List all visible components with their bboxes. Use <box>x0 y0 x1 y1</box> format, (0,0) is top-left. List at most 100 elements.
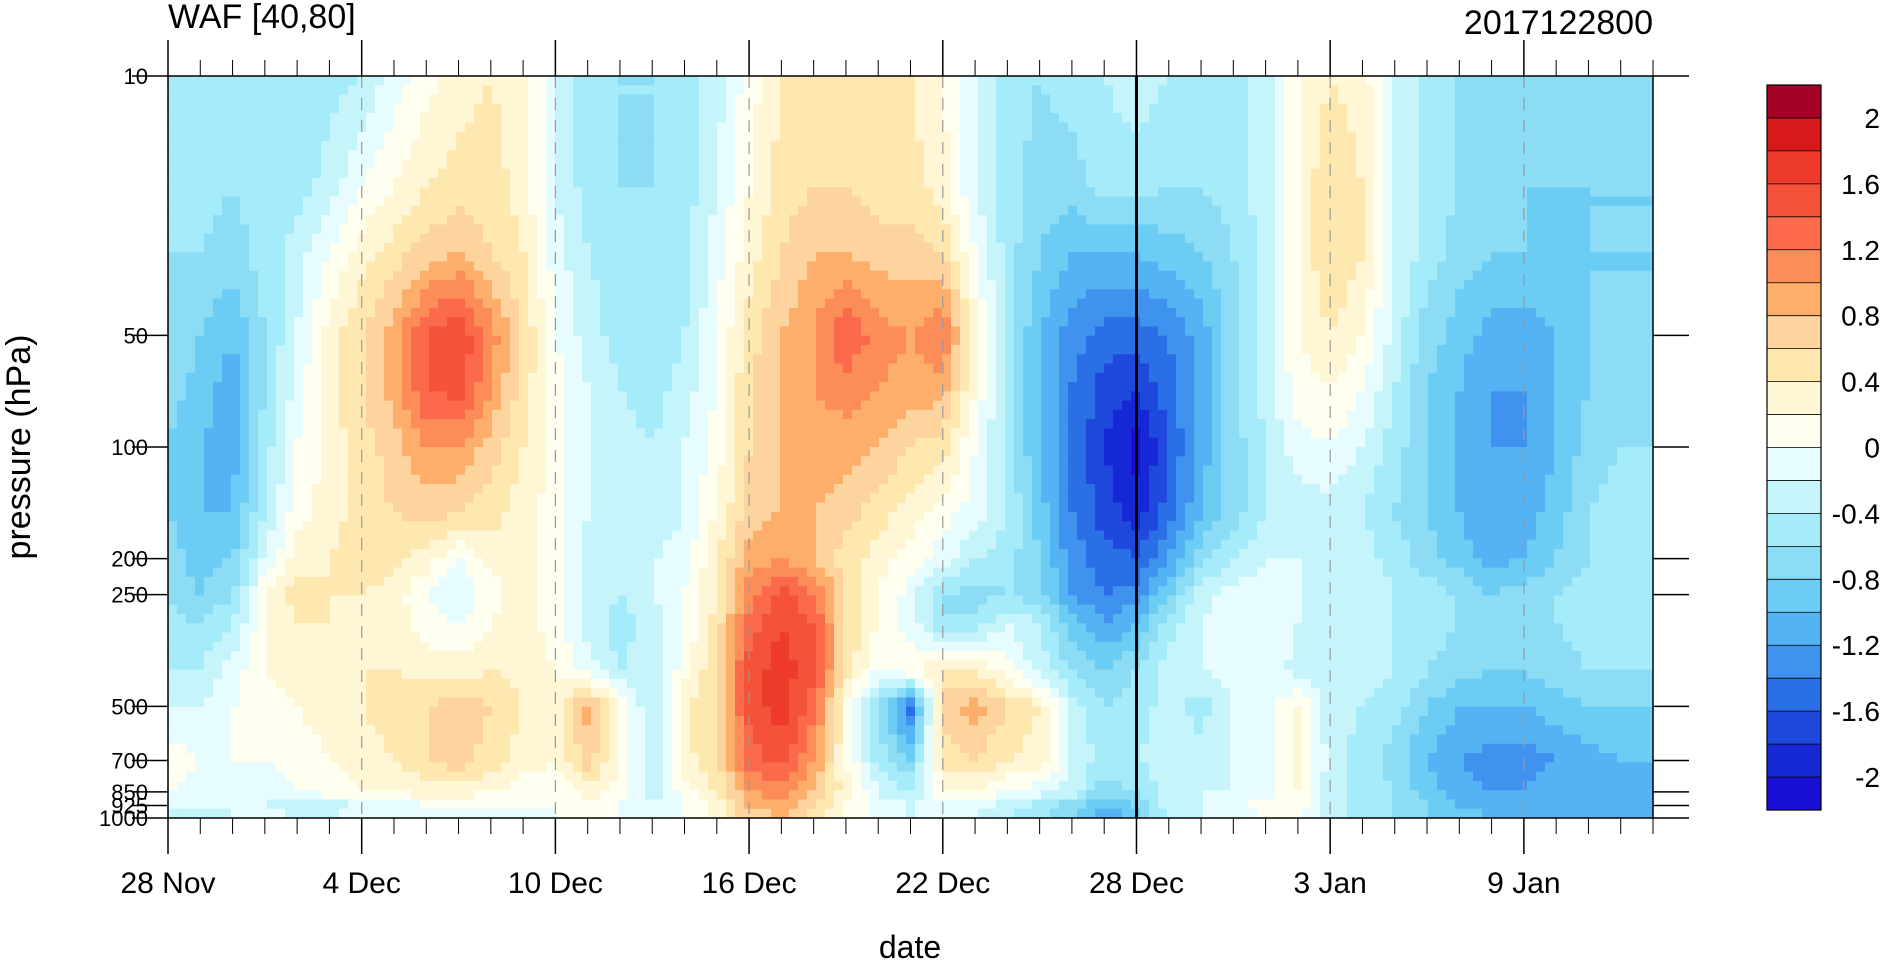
heatmap-cell <box>573 678 583 689</box>
heatmap-cell <box>636 326 646 337</box>
heatmap-cell <box>357 706 367 717</box>
heatmap-cell <box>258 753 268 763</box>
heatmap-cell <box>591 150 601 161</box>
heatmap-cell <box>303 456 313 467</box>
heatmap-cell <box>438 780 448 791</box>
heatmap-cell <box>582 326 592 337</box>
heatmap-cell <box>618 743 628 754</box>
heatmap-cell <box>213 678 223 689</box>
heatmap-cell <box>672 678 682 689</box>
heatmap-cell <box>204 493 214 504</box>
heatmap-cell <box>177 678 187 689</box>
heatmap-cell <box>429 400 439 411</box>
heatmap-cell <box>393 261 403 272</box>
heatmap-cell <box>186 586 196 596</box>
heatmap-cell <box>366 159 376 170</box>
heatmap-cell <box>231 790 241 801</box>
heatmap-cell <box>456 252 466 263</box>
heatmap-cell <box>312 354 322 365</box>
heatmap-cell <box>636 280 646 290</box>
heatmap-cell <box>294 669 304 680</box>
heatmap-cell <box>402 456 412 467</box>
heatmap-cell <box>375 688 385 699</box>
heatmap-cell <box>699 502 709 513</box>
heatmap-cell <box>591 363 601 374</box>
heatmap-cell <box>618 270 628 281</box>
heatmap-cell <box>420 641 430 652</box>
heatmap-cell <box>672 660 682 671</box>
heatmap-cell <box>186 113 196 123</box>
heatmap-cell <box>699 437 709 448</box>
heatmap-cell <box>654 409 664 420</box>
heatmap-cell <box>528 317 538 328</box>
heatmap-cell <box>708 215 718 226</box>
heatmap-cell <box>438 168 448 179</box>
heatmap-cell <box>582 372 592 383</box>
heatmap-cell <box>384 419 394 430</box>
heatmap-cell <box>609 122 619 133</box>
heatmap-cell <box>240 187 250 198</box>
heatmap-cell <box>492 521 502 532</box>
heatmap-cell <box>627 447 637 457</box>
heatmap-cell <box>312 289 322 300</box>
heatmap-cell <box>402 493 412 504</box>
heatmap-cell <box>213 558 223 569</box>
heatmap-cell <box>438 382 448 392</box>
heatmap-cell <box>474 799 484 810</box>
heatmap-cell <box>357 326 367 337</box>
heatmap-cell <box>627 344 637 355</box>
heatmap-cell <box>564 669 574 680</box>
heatmap-cell <box>420 382 430 392</box>
heatmap-cell <box>186 530 196 541</box>
heatmap-cell <box>285 391 295 402</box>
heatmap-cell <box>681 317 691 328</box>
heatmap-cell <box>186 150 196 161</box>
heatmap-cell <box>168 150 178 161</box>
heatmap-cell <box>249 94 259 105</box>
heatmap-cell <box>519 344 529 355</box>
heatmap-cell <box>672 549 682 559</box>
heatmap-cell <box>321 688 331 699</box>
heatmap-cell <box>249 103 259 114</box>
heatmap-cell <box>177 493 187 504</box>
heatmap-cell <box>618 762 628 773</box>
heatmap-cell <box>357 178 367 188</box>
heatmap-cell <box>393 641 403 652</box>
heatmap-cell <box>582 586 592 596</box>
heatmap-cell <box>240 586 250 596</box>
heatmap-cell <box>663 178 673 188</box>
heatmap-cell <box>393 669 403 680</box>
heatmap-cell <box>411 159 421 170</box>
heatmap-cell <box>582 780 592 791</box>
heatmap-cell <box>519 632 529 643</box>
heatmap-cell <box>258 215 268 226</box>
heatmap-cell <box>492 131 502 142</box>
heatmap-cell <box>537 76 547 86</box>
heatmap-cell <box>726 307 736 318</box>
heatmap-cell <box>537 604 547 615</box>
heatmap-cell <box>636 456 646 467</box>
heatmap-cell <box>483 604 493 615</box>
heatmap-cell <box>519 502 529 513</box>
heatmap-cell <box>375 224 385 235</box>
heatmap-cell <box>564 354 574 365</box>
heatmap-cell <box>672 743 682 754</box>
heatmap-cell <box>312 669 322 680</box>
heatmap-cell <box>600 688 610 699</box>
heatmap-cell <box>654 400 664 411</box>
heatmap-cell <box>204 790 214 801</box>
heatmap-cell <box>456 103 466 114</box>
heatmap-cell <box>348 567 358 578</box>
heatmap-cell <box>519 586 529 596</box>
heatmap-cell <box>528 205 538 216</box>
heatmap-cell <box>672 521 682 532</box>
heatmap-cell <box>267 233 277 244</box>
heatmap-cell <box>564 734 574 745</box>
heatmap-cell <box>663 678 673 689</box>
heatmap-cell <box>312 242 322 253</box>
heatmap-cell <box>213 168 223 179</box>
heatmap-cell <box>366 178 376 188</box>
heatmap-cell <box>645 706 655 717</box>
heatmap-cell <box>267 372 277 383</box>
heatmap-cell <box>582 400 592 411</box>
